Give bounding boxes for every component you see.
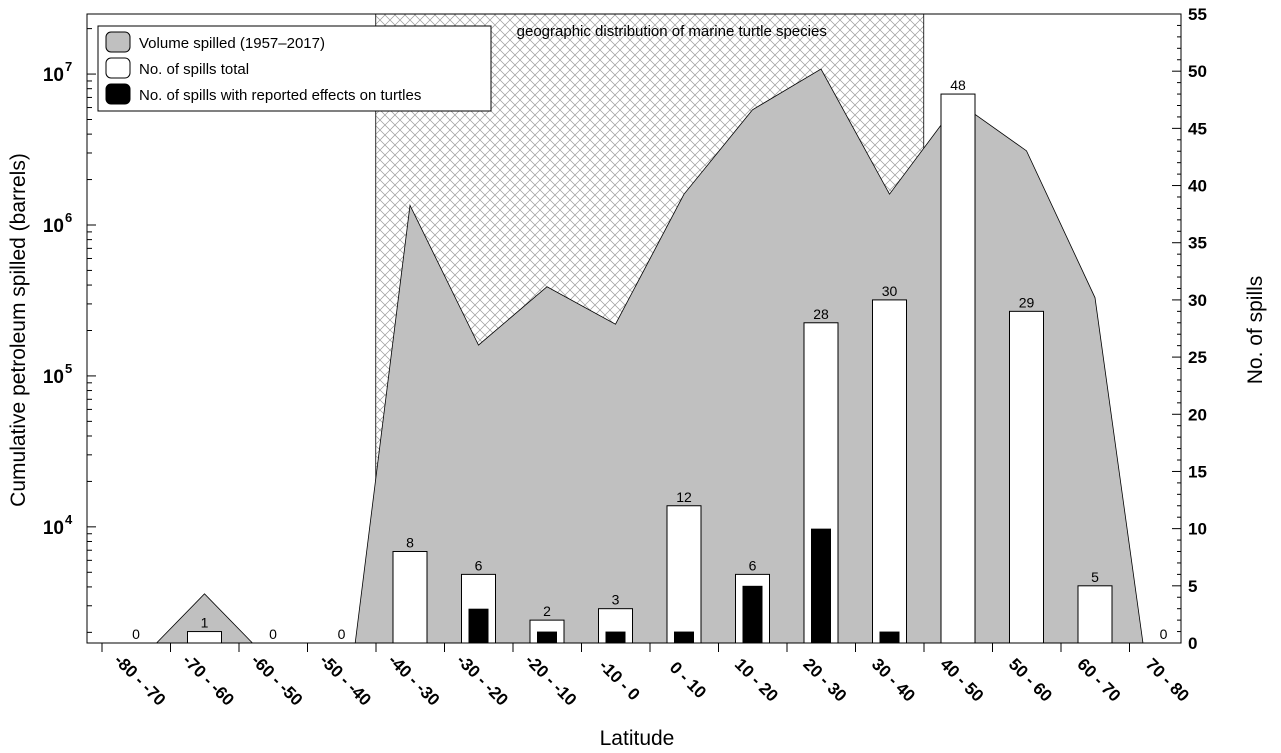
legend: Volume spilled (1957–2017) No. of spills… — [97, 25, 492, 112]
bar-turtle-5 — [468, 608, 489, 643]
legend-swatch-total — [105, 57, 131, 79]
bar-value-label: 30 — [882, 283, 898, 299]
legend-label-volume: Volume spilled (1957–2017) — [139, 35, 325, 52]
bar-value-label: 12 — [676, 489, 692, 505]
bar-turtle-6 — [537, 631, 557, 643]
bar-value-label: 8 — [406, 535, 414, 551]
bar-value-label: 2 — [543, 603, 551, 619]
x-tick-label: 30 - 40 — [868, 655, 919, 706]
legend-box — [97, 25, 492, 112]
right-tick-label: 10 — [1188, 520, 1207, 539]
left-tick-label: 10 — [43, 367, 64, 388]
bar-turtle-8 — [674, 631, 694, 643]
left-tick-exponent: 5 — [65, 361, 72, 376]
plot-frame — [86, 13, 1182, 644]
left-tick-exponent: 6 — [65, 210, 72, 225]
bar-value-label: 29 — [1019, 294, 1035, 310]
right-tick-label: 50 — [1188, 62, 1207, 81]
x-tick-label: -10 - 0 — [595, 656, 643, 704]
y-axis-title-left: Cumulative petroleum spilled (barrels) — [7, 153, 30, 507]
bar-total-4 — [392, 551, 428, 644]
x-tick-label: 0 - 10 — [666, 658, 710, 702]
right-tick-label: 5 — [1188, 577, 1197, 596]
bar-turtle-11 — [879, 631, 900, 643]
legend-swatch-volume — [105, 31, 131, 53]
bar-turtle-7 — [605, 631, 626, 643]
right-tick-label: 15 — [1188, 462, 1207, 481]
x-tick-label: -50 - -40 — [316, 651, 375, 710]
right-tick-label: 20 — [1188, 405, 1207, 424]
left-tick-label: 10 — [43, 65, 64, 86]
right-tick-label: 30 — [1188, 291, 1207, 310]
x-tick-label: 10 - 20 — [731, 655, 782, 706]
x-tick-label: -20 - -10 — [521, 651, 580, 710]
x-tick-label: 50 - 60 — [1005, 655, 1056, 706]
spill-bars: 0 1 0 0 8 6 2 3 12 6 28 30 48 29 5 0 — [132, 77, 1168, 644]
bar-value-label: 0 — [338, 626, 346, 642]
x-tick-label: -40 - -30 — [384, 651, 443, 710]
x-tick-label: 70 - 80 — [1142, 655, 1193, 706]
bar-value-label: 28 — [813, 306, 829, 322]
bar-value-label: 0 — [132, 626, 140, 642]
bar-value-label: 6 — [475, 557, 483, 573]
bar-total-14 — [1077, 585, 1113, 644]
bar-total-12 — [940, 93, 976, 644]
bar-value-label: 6 — [749, 557, 757, 573]
legend-label-total: No. of spills total — [139, 61, 249, 78]
left-tick-label: 10 — [43, 518, 64, 539]
bar-turtle-9 — [742, 585, 763, 643]
bar-value-label: 0 — [1160, 626, 1168, 642]
x-tick-label: -60 - -50 — [247, 651, 306, 710]
legend-swatch-turtle — [105, 83, 131, 105]
x-tick-label: 40 - 50 — [936, 655, 987, 706]
bar-total-13 — [1009, 310, 1044, 644]
x-tick-label: -30 - -20 — [453, 651, 512, 710]
x-tick-label: -80 - -70 — [110, 651, 169, 710]
left-tick-exponent: 4 — [65, 512, 73, 527]
y-axis-title-right: No. of spills — [1244, 276, 1267, 385]
right-tick-label: 55 — [1188, 5, 1207, 24]
turtle-distribution-label: geographic distribution of marine turtle… — [517, 23, 827, 40]
left-tick-label: 10 — [43, 216, 64, 237]
x-axis-title: Latitude — [600, 727, 675, 750]
left-tick-exponent: 7 — [65, 59, 72, 74]
bar-turtle-10 — [811, 528, 831, 643]
x-tick-label: 60 - 70 — [1073, 655, 1124, 706]
right-tick-label: 25 — [1188, 348, 1207, 367]
bar-value-label: 3 — [612, 592, 620, 608]
right-tick-label: 40 — [1188, 177, 1207, 196]
right-tick-label: 45 — [1188, 119, 1207, 138]
bar-total-8 — [666, 505, 702, 644]
x-tick-label: 20 - 30 — [799, 655, 850, 706]
bar-value-label: 5 — [1091, 569, 1099, 585]
bar-total-11 — [872, 299, 907, 644]
x-axis: -80 - -70 -70 - -60 -60 - -50 -50 - -40 -40 … — [101, 643, 1193, 710]
right-tick-label: 0 — [1188, 634, 1197, 653]
legend-label-turtle: No. of spills with reported effects on t… — [139, 87, 421, 104]
bar-value-label: 48 — [950, 77, 966, 93]
bar-value-label: 1 — [201, 615, 209, 631]
x-tick-label: -70 - -60 — [179, 651, 238, 710]
bar-total-1 — [187, 631, 222, 644]
bar-value-label: 0 — [269, 626, 277, 642]
right-axis: 0 5 10 15 20 25 30 35 40 45 50 55 — [1172, 5, 1207, 653]
right-tick-label: 35 — [1188, 234, 1207, 253]
